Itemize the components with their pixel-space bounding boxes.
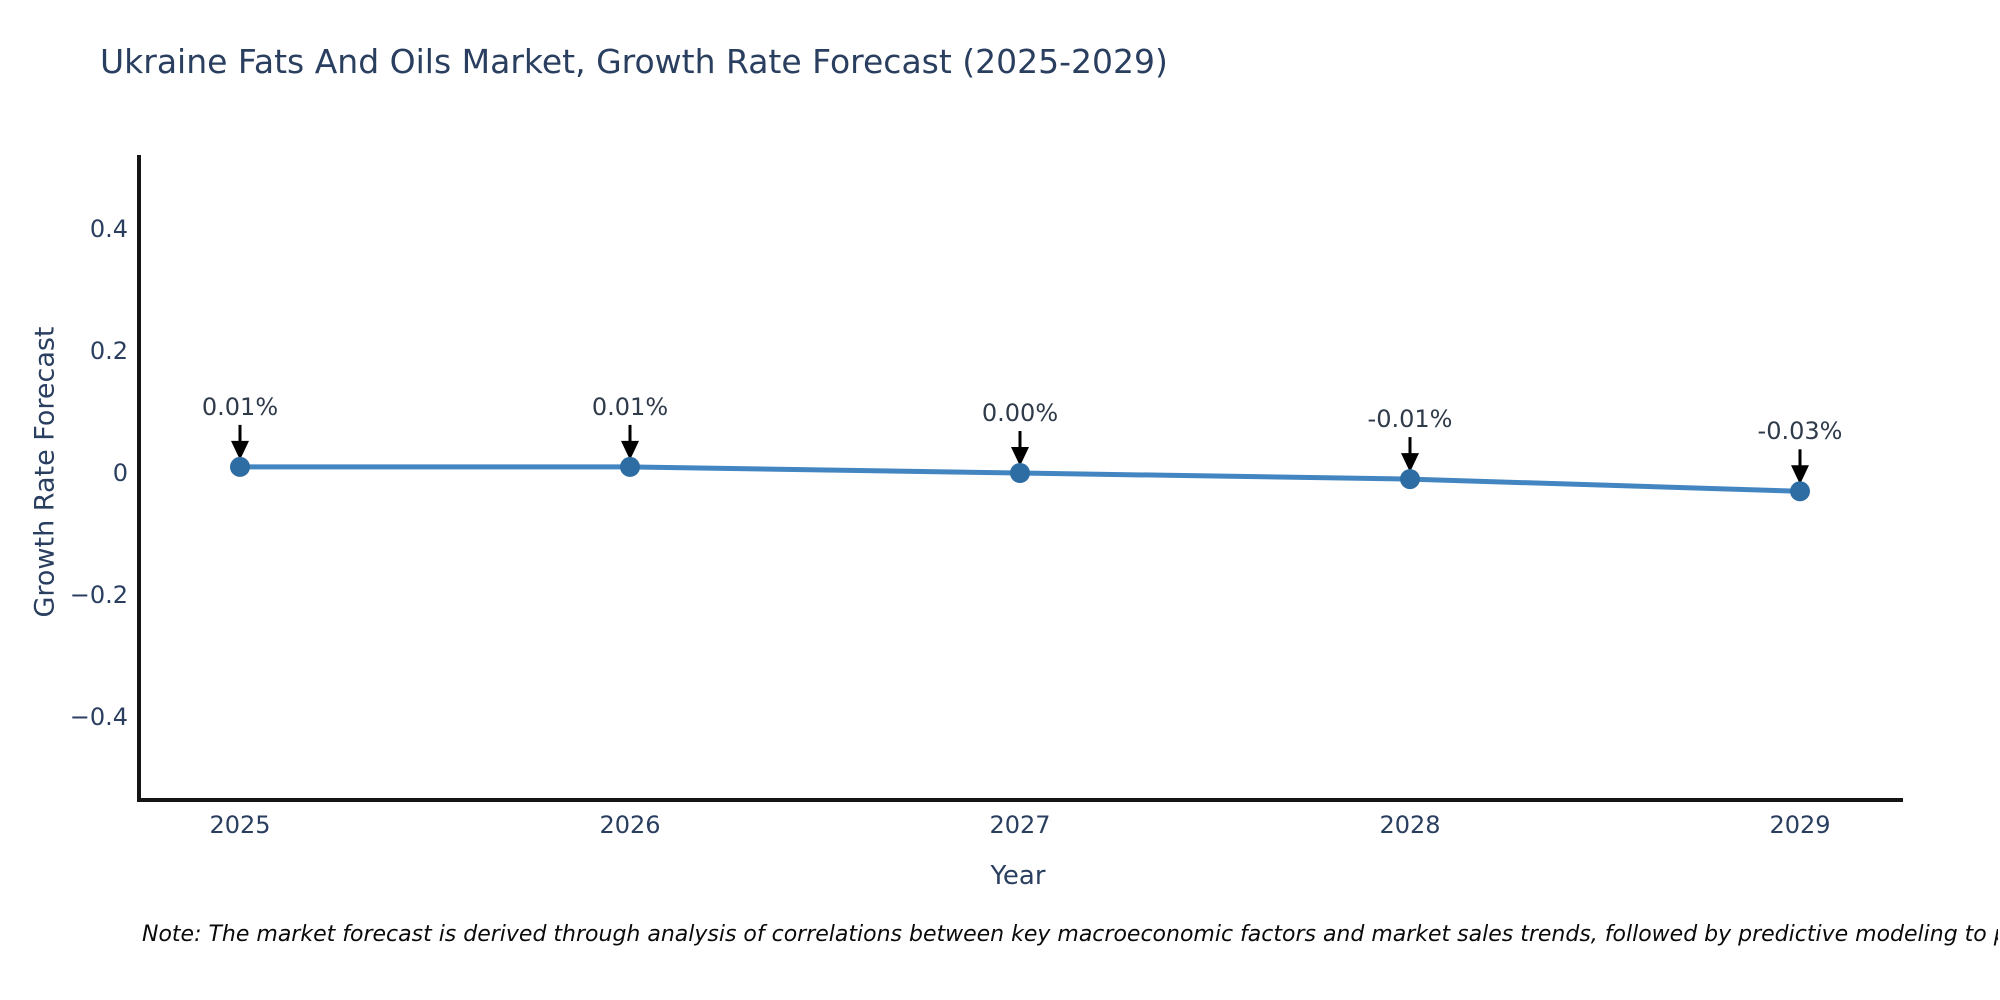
x-axis-line bbox=[137, 798, 1903, 802]
x-axis-title: Year bbox=[990, 861, 1046, 891]
y-tick-label: 0.4 bbox=[89, 215, 128, 243]
x-tick-label: 2027 bbox=[989, 811, 1051, 839]
x-tick-label: 2028 bbox=[1379, 811, 1441, 839]
y-tick-label: −0.4 bbox=[69, 703, 128, 731]
x-tick-label: 2026 bbox=[599, 811, 661, 839]
data-point-marker bbox=[620, 456, 640, 477]
annotation-arrow-head bbox=[1791, 465, 1809, 485]
data-point-marker bbox=[1790, 481, 1810, 502]
data-point-marker bbox=[1400, 469, 1420, 490]
y-tick-label: −0.2 bbox=[69, 581, 128, 609]
y-tick-label: 0.2 bbox=[89, 337, 128, 365]
y-tick-label: 0 bbox=[112, 459, 128, 487]
x-tick-label: 2029 bbox=[1769, 811, 1831, 839]
annotation-arrow-head bbox=[621, 440, 639, 460]
point-annotation-label: 0.01% bbox=[591, 392, 669, 421]
annotation-arrow-head bbox=[1011, 447, 1029, 466]
point-annotation-label: -0.03% bbox=[1757, 417, 1843, 446]
point-annotation-label: 0.01% bbox=[201, 392, 279, 421]
x-tick-label: 2025 bbox=[209, 811, 271, 839]
chart-title: Ukraine Fats And Oils Market, Growth Rat… bbox=[100, 42, 1168, 81]
footnote: Note: The market forecast is derived thr… bbox=[142, 922, 1998, 947]
annotation-arrow-head bbox=[231, 440, 249, 460]
point-annotation-label: 0.00% bbox=[981, 399, 1059, 427]
annotation-arrow-head bbox=[1401, 453, 1419, 473]
y-axis-line bbox=[137, 155, 141, 802]
data-point-marker bbox=[230, 456, 250, 477]
data-point-marker bbox=[1010, 463, 1030, 483]
point-annotation-label: -0.01% bbox=[1367, 405, 1453, 434]
